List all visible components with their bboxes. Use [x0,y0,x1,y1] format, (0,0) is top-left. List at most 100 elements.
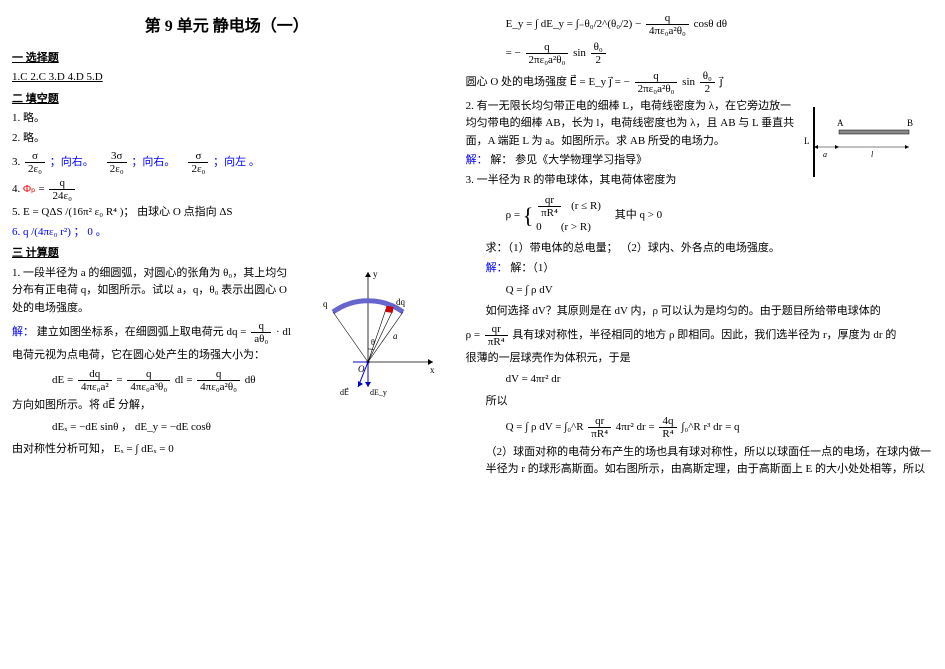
ey2-tail: sin [573,47,589,59]
ey3-text: 圆心 O 处的电场强度 E⃗ = E_y j⃗ = − [466,77,633,89]
frac-3c-num: σ [188,150,208,163]
ey3-line: 圆心 O 处的电场强度 E⃗ = E_y j⃗ = − q 2πε₀a²θ₀ s… [466,70,933,95]
frac-ey: q 4πε₀a²θ₀ [646,12,689,37]
ey3-tail: j⃗ [720,77,723,89]
frac-rho1-den: πR⁴ [538,207,561,219]
frac-ey2-num: q [526,41,569,54]
frac-dE1-den: 4πε₀a² [78,381,112,393]
frac-Q2: 4q R⁴ [659,415,676,440]
rho-c1c: (r ≤ R) [571,200,601,212]
fill-4-prefix: 4. [12,183,23,195]
p3-s3-tail: 具有球对称性，半径相同的地方 ρ 即相同。因此，我们选半径为 r，厚度为 dr … [512,329,896,341]
frac-ey3: q 2πε₀a²θ₀ [635,70,678,95]
section-2-heading: 二 填空题 [12,91,442,109]
p3-sol1: 解： 解：（1） [486,260,933,278]
p3-s3: ρ = qr πR⁴ 具有球对称性，半径相同的地方 ρ 即相同。因此，我们选半径… [466,323,933,348]
frac-ey2-den: 2πε₀a²θ₀ [526,54,569,66]
fill-5: 5. E = QΔS /(16π² ε₀ R⁴ )； 由球心 O 点指向 ΔS [12,204,442,222]
p3-s5: 所以 [486,393,933,411]
frac-Q2-den: R⁴ [659,428,676,440]
frac-ey-den: 4πε₀a²θ₀ [646,25,689,37]
frac-ey-num: q [646,12,689,25]
right-column: E_y = ∫ dE_y = ∫₋θ₀/2^(θ₀/2) − q 4πε₀a²θ… [454,0,945,669]
frac-dE2-num: q [127,368,170,381]
eq-dV: dV = 4πr² dr [506,371,933,389]
fill-6-b: ； 0 。 [74,226,107,238]
eq-Q1: Q = ∫ ρ dV [506,282,933,300]
frac-4: q 24ε₀ [49,177,74,202]
Q-lhs: Q = ∫ ρ dV = ∫₀^R [506,421,587,433]
fill-6-a: q /(4πε₀ r²) [23,226,71,238]
p2-sol-label: 解： [466,154,488,166]
ey2-lhs: = − [506,47,524,59]
arc-q-label: q [323,299,328,309]
frac-dE2: q 4πε₀a³θ₀ [127,368,170,393]
dir-3c: ；向左 。 [213,156,260,168]
rho-c2c: (r > R) [561,221,591,233]
frac-dE3-num: q [197,368,240,381]
frac-Q1-num: qr [588,415,611,428]
p3-s4: 很薄的一层球壳作为体积元，于是 [466,350,933,368]
arc-dEy: dE_y [370,388,387,397]
ey-int: ∫₋θ₀/2^(θ₀/2) − [576,18,644,30]
axis-x-label: x [430,365,435,375]
fill-3-prefix: 3. [12,156,23,168]
frac-3c: σ 2ε₀ [188,150,208,175]
rod-a: a [823,150,827,159]
ey-lhs: E_y = ∫ dE_y = [506,18,576,30]
ey3-mid: sin [682,77,698,89]
arc-theta: θ [371,338,375,347]
frac-3a-num: σ [25,150,45,163]
p3-question: 求：（1）带电体的总电量； （2）球内、外各点的电场强度。 [486,240,933,258]
frac-dq: q aθ₀ [251,320,271,345]
dir-3a: ；向右。 [50,156,94,168]
frac-ey2t-num: θ₀ [591,41,606,54]
fill-6-prefix: 6. [12,226,23,238]
arc-dE: dE⃗ [340,386,349,396]
frac-3b: 3σ 2ε₀ [107,150,127,175]
mc-answers: 1.C 2.C 3.D 4.D 5.D [12,69,442,87]
frac-dq-num: q [251,320,271,333]
dir-3b: ；向右。 [131,156,175,168]
rod-B: B [907,118,913,128]
p3-s2: 如何选择 dV？其原则是在 dV 内，ρ 可以认为是均匀的。由于题目所给带电球体… [486,303,933,321]
frac-ey2: q 2πε₀a²θ₀ [526,41,569,66]
Q-mid2: ∫₀^R r³ dr = q [681,421,739,433]
frac-3c-den: 2ε₀ [188,163,208,175]
dE-lhs: dE = [52,374,76,386]
page-title: 第 9 单元 静电场（一） [12,14,442,40]
rho-tail: 其中 q > 0 [612,208,662,220]
fill-4-eq: = [39,183,48,195]
fill-4: 4. Φₚ = q 24ε₀ [12,177,442,202]
frac-dE3-den: 4πε₀a²θ₀ [197,381,240,393]
rod-diagram: L A B a l [799,102,929,182]
frac-4-den: 24ε₀ [49,190,74,202]
p3-s3-lhs: ρ = [466,329,483,341]
frac-ey3t: θ₀ 2 [700,70,715,95]
frac-4-num: q [49,177,74,190]
fill-3: 3. σ 2ε₀ ；向右。 3σ 2ε₀ ；向右。 σ 2ε₀ ；向左 。 [12,150,442,175]
p3-s1: 解：（1） [510,262,554,274]
frac-dE1: dq 4πε₀a² [78,368,112,393]
frac-Q2-num: 4q [659,415,676,428]
frac-Q1-den: πR⁴ [588,428,611,440]
frac-dE1-num: dq [78,368,112,381]
Q-mid: 4πr² dr = [616,421,658,433]
frac-3a: σ 2ε₀ [25,150,45,175]
rho-lhs: ρ = [506,208,523,220]
frac-3a-den: 2ε₀ [25,163,45,175]
axis-y-label: y [373,269,378,279]
section-1-heading: 一 选择题 [12,50,442,68]
eq-Q: Q = ∫ ρ dV = ∫₀^R qr πR⁴ 4πr² dr = 4q R⁴… [506,415,933,440]
arc-a-label: a [393,331,398,341]
frac-3b-num: 3σ [107,150,127,163]
dq-tail: · dl [276,326,291,338]
section-3-heading: 三 计算题 [12,245,442,263]
frac-p3s3-den: πR⁴ [485,336,508,348]
left-column: 第 9 单元 静电场（一） 一 选择题 1.C 2.C 3.D 4.D 5.D … [0,0,454,669]
p2-sol-text: 解： 参见《大学物理学习指导》 [490,154,647,166]
eq-Ey: E_y = ∫ dE_y = ∫₋θ₀/2^(θ₀/2) − q 4πε₀a²θ… [506,12,933,37]
dE2-tail: dl = [175,374,195,386]
frac-dq-den: aθ₀ [251,333,271,345]
rod-L: L [804,136,810,146]
